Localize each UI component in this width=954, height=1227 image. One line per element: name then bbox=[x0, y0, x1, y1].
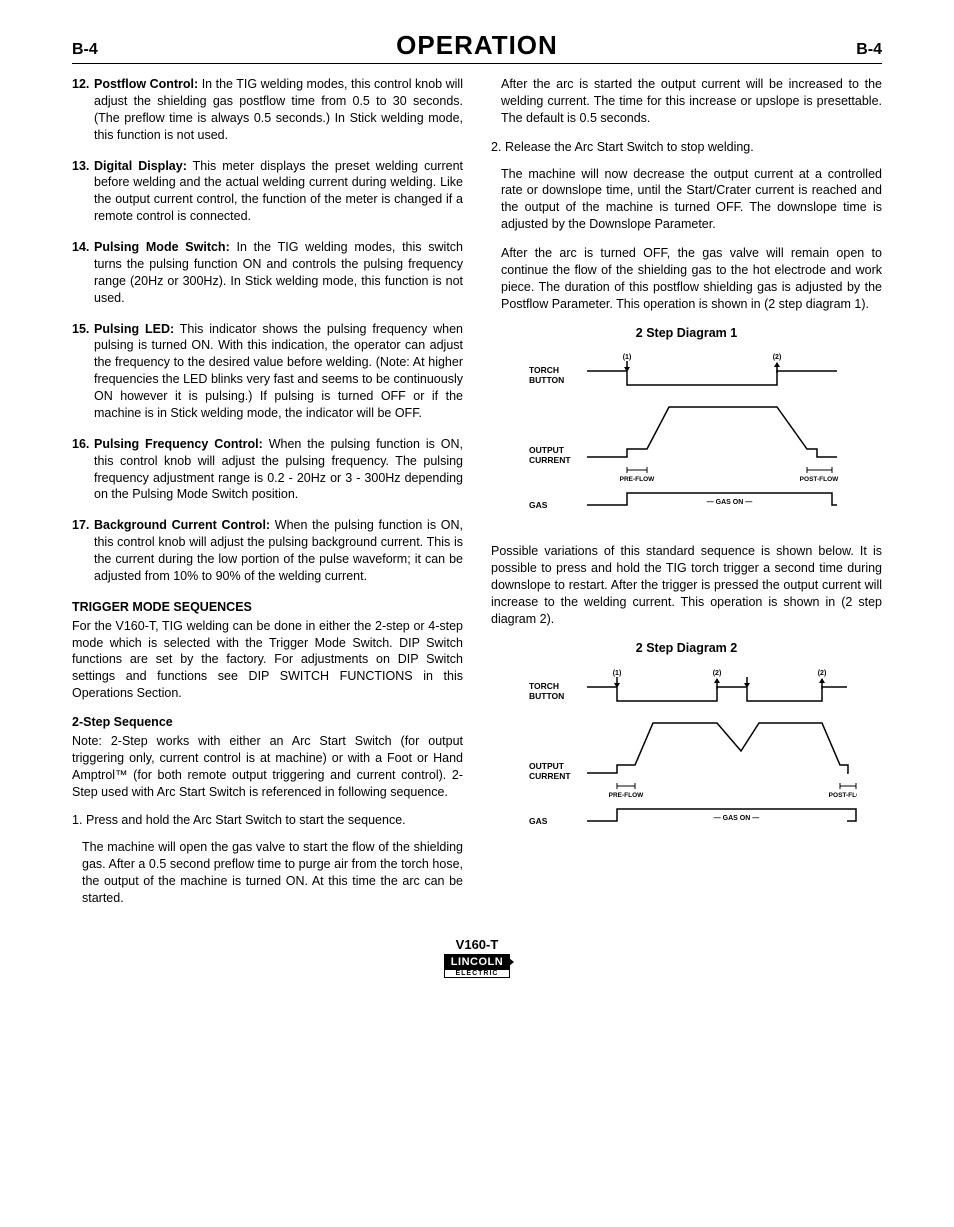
svg-text:CURRENT: CURRENT bbox=[529, 455, 571, 465]
item-text: Digital Display: This meter displays the… bbox=[94, 158, 463, 226]
paragraph: After the arc is turned OFF, the gas val… bbox=[501, 245, 882, 313]
page-title: OPERATION bbox=[396, 30, 558, 61]
brand-logo: LINCOLN ELECTRIC bbox=[444, 954, 510, 978]
step-text: Press and hold the Arc Start Switch to s… bbox=[86, 812, 463, 829]
svg-text:(1): (1) bbox=[612, 670, 621, 677]
svg-text:GAS: GAS bbox=[529, 500, 548, 510]
step-number: 2. bbox=[491, 139, 505, 156]
paragraph: Note: 2-Step works with either an Arc St… bbox=[72, 733, 463, 801]
step-item: 1. Press and hold the Arc Start Switch t… bbox=[72, 812, 463, 829]
item-text: Pulsing Frequency Control: When the puls… bbox=[94, 436, 463, 504]
paragraph: Possible variations of this standard seq… bbox=[491, 543, 882, 627]
item-number: 16. bbox=[72, 436, 94, 504]
list-item: 15. Pulsing LED: This indicator shows th… bbox=[72, 321, 463, 422]
paragraph: The machine will now decrease the output… bbox=[501, 166, 882, 234]
svg-text:PRE-FLOW: PRE-FLOW bbox=[608, 792, 644, 799]
svg-text:(2): (2) bbox=[817, 670, 826, 677]
svg-text:BUTTON: BUTTON bbox=[529, 375, 564, 385]
svg-text:BUTTON: BUTTON bbox=[529, 691, 564, 701]
item-text: Pulsing LED: This indicator shows the pu… bbox=[94, 321, 463, 422]
svg-text:PRE-FLOW: PRE-FLOW bbox=[619, 476, 655, 483]
paragraph: The machine will open the gas valve to s… bbox=[82, 839, 463, 907]
diagram-title-1: 2 Step Diagram 1 bbox=[491, 325, 882, 342]
page-num-right: B-4 bbox=[856, 41, 882, 59]
item-text: Postflow Control: In the TIG welding mod… bbox=[94, 76, 463, 144]
diagram-title-2: 2 Step Diagram 2 bbox=[491, 640, 882, 657]
right-column: After the arc is started the output curr… bbox=[491, 76, 882, 919]
svg-text:TORCH: TORCH bbox=[529, 681, 559, 691]
svg-text:TORCH: TORCH bbox=[529, 365, 559, 375]
svg-text:— GAS ON —: — GAS ON — bbox=[706, 499, 752, 506]
item-text: Background Current Control: When the pul… bbox=[94, 517, 463, 585]
page-header: B-4 OPERATION B-4 bbox=[72, 30, 882, 64]
model-label: V160-T bbox=[72, 937, 882, 952]
svg-text:POST-FLOW: POST-FLOW bbox=[828, 792, 856, 799]
section-heading-2step: 2-Step Sequence bbox=[72, 714, 463, 731]
list-item: 12. Postflow Control: In the TIG welding… bbox=[72, 76, 463, 144]
page-num-left: B-4 bbox=[72, 41, 98, 59]
svg-text:(2): (2) bbox=[772, 354, 781, 361]
item-number: 12. bbox=[72, 76, 94, 144]
item-number: 17. bbox=[72, 517, 94, 585]
list-item: 13. Digital Display: This meter displays… bbox=[72, 158, 463, 226]
list-item: 17. Background Current Control: When the… bbox=[72, 517, 463, 585]
list-item: 14. Pulsing Mode Switch: In the TIG weld… bbox=[72, 239, 463, 307]
step-number: 1. bbox=[72, 812, 86, 829]
two-step-diagram-1: TORCHBUTTON OUTPUTCURRENT GAS (1) (2) PRE-FL… bbox=[517, 349, 857, 529]
page-footer: V160-T LINCOLN ELECTRIC bbox=[72, 937, 882, 980]
svg-text:(2): (2) bbox=[712, 670, 721, 677]
step-text: Release the Arc Start Switch to stop wel… bbox=[505, 139, 882, 156]
item-number: 13. bbox=[72, 158, 94, 226]
step-item: 2. Release the Arc Start Switch to stop … bbox=[491, 139, 882, 156]
svg-text:OUTPUT: OUTPUT bbox=[529, 445, 565, 455]
left-column: 12. Postflow Control: In the TIG welding… bbox=[72, 76, 463, 919]
svg-text:CURRENT: CURRENT bbox=[529, 771, 571, 781]
brand-sub: ELECTRIC bbox=[444, 970, 510, 978]
item-text: Pulsing Mode Switch: In the TIG welding … bbox=[94, 239, 463, 307]
svg-text:(1): (1) bbox=[622, 354, 631, 361]
two-step-diagram-2: TORCHBUTTON OUTPUTCURRENT GAS (1) (2) (2) PRE… bbox=[517, 665, 857, 845]
two-column-body: 12. Postflow Control: In the TIG welding… bbox=[72, 76, 882, 919]
brand-name: LINCOLN bbox=[444, 954, 510, 970]
paragraph: After the arc is started the output curr… bbox=[501, 76, 882, 127]
svg-text:OUTPUT: OUTPUT bbox=[529, 761, 565, 771]
item-number: 14. bbox=[72, 239, 94, 307]
item-number: 15. bbox=[72, 321, 94, 422]
section-heading-trigger: TRIGGER MODE SEQUENCES bbox=[72, 599, 463, 616]
svg-text:— GAS ON —: — GAS ON — bbox=[713, 815, 759, 822]
paragraph: For the V160-T, TIG welding can be done … bbox=[72, 618, 463, 702]
list-item: 16. Pulsing Frequency Control: When the … bbox=[72, 436, 463, 504]
svg-text:GAS: GAS bbox=[529, 816, 548, 826]
svg-text:POST-FLOW: POST-FLOW bbox=[799, 476, 839, 483]
